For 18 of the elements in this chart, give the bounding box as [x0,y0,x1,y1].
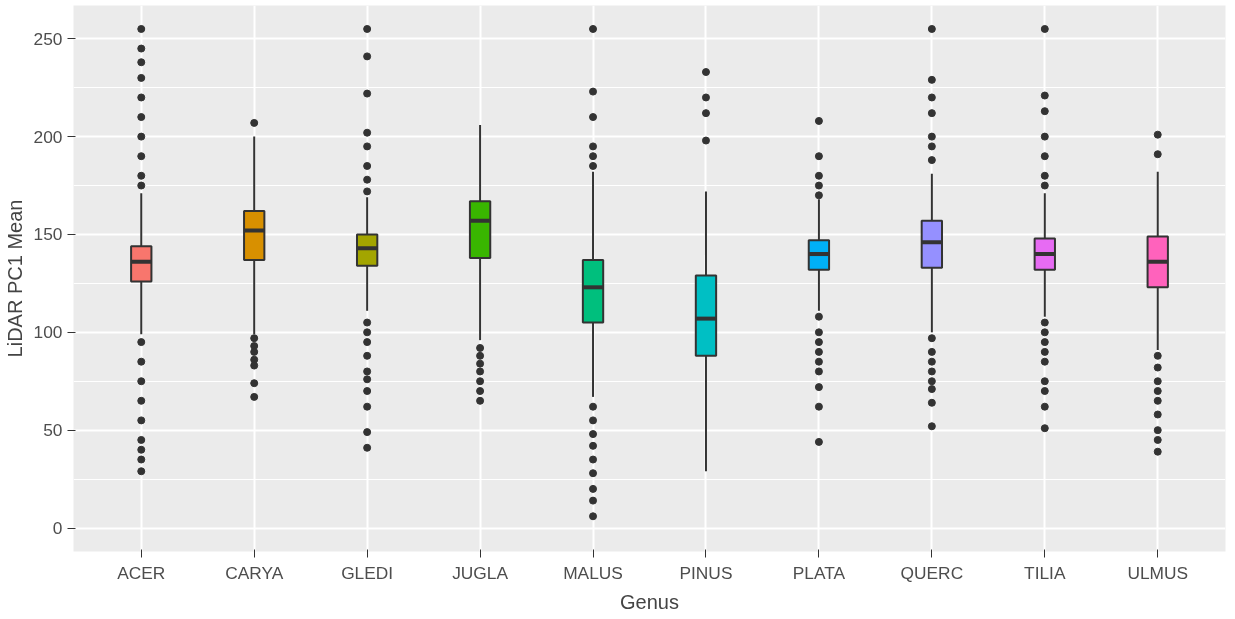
y-axis-title: LiDAR PC1 Mean [3,199,26,358]
y-tick-label: 250 [33,28,63,49]
y-tick-label: 0 [52,518,63,539]
y-tick-label: 150 [33,224,63,245]
x-tick-label: TILIA [1024,562,1066,583]
x-tick-label: CARYA [225,562,284,583]
x-tick-label: ULMUS [1127,562,1189,583]
x-axis-title: Genus [620,590,679,613]
x-tick-label: QUERC [900,562,964,583]
x-tick-label: PLATA [792,562,846,583]
y-tick-label: 200 [33,126,63,147]
x-tick-label: MALUS [563,562,623,583]
x-tick-label: GLEDI [341,562,394,583]
x-tick-label: ACER [117,562,166,583]
y-tick-label: 100 [33,322,63,343]
x-tick-label: JUGLA [452,562,509,583]
x-tick-label: PINUS [679,562,733,583]
y-tick-label: 50 [43,420,63,441]
